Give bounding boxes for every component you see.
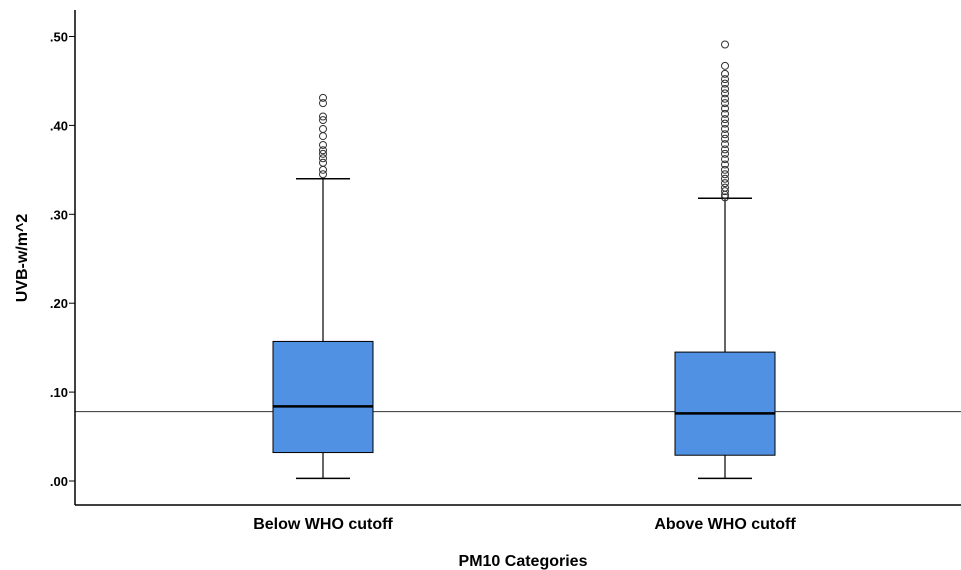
outlier-point (721, 99, 729, 108)
iqr-box (674, 351, 776, 456)
y-tick-label: .00 (50, 474, 68, 489)
outlier-point (319, 146, 327, 155)
y-tick-label: .20 (50, 296, 68, 311)
outlier-point (319, 140, 327, 149)
outlier-point (721, 183, 729, 192)
outlier-point (721, 179, 729, 188)
outlier-point (721, 140, 729, 149)
axes (74, 10, 961, 506)
outlier-point (319, 124, 327, 133)
outlier-point (319, 149, 327, 158)
outlier-point (721, 174, 729, 183)
outlier-point (721, 61, 729, 70)
outlier-point (721, 104, 729, 113)
y-tick-label: .30 (50, 207, 68, 222)
outlier-point (721, 170, 729, 179)
category-label: Below WHO cutoff (253, 516, 393, 533)
outlier-point (319, 165, 327, 174)
outlier-point (319, 93, 327, 102)
outlier-point (319, 116, 327, 125)
outlier-point (721, 160, 729, 169)
x-axis-title: PM10 Categories (459, 553, 588, 570)
outlier-point (721, 155, 729, 164)
y-tick-label: .50 (50, 30, 68, 45)
box-1 (272, 93, 374, 480)
outlier-point (721, 69, 729, 78)
outlier-point (319, 154, 327, 163)
outlier-point (721, 75, 729, 84)
outlier-point (319, 170, 327, 179)
outlier-point (721, 109, 729, 118)
y-axis-title: UVB-w/m^2 (14, 214, 31, 303)
iqr-box (272, 340, 374, 454)
outlier-point (721, 79, 729, 88)
outlier-point (721, 89, 729, 98)
outlier-point (319, 112, 327, 121)
outlier-point (721, 115, 729, 124)
outlier-point (721, 94, 729, 103)
outlier-point (721, 193, 729, 202)
box-2 (674, 40, 776, 480)
outlier-point (721, 165, 729, 174)
outlier-point (319, 132, 327, 141)
outlier-point (721, 145, 729, 154)
outlier-point (721, 84, 729, 93)
outlier-point (721, 119, 729, 128)
outlier-point (721, 187, 729, 196)
outlier-point (721, 134, 729, 143)
y-axis-ticks: .00 .10 .20 .30 .40 .50 (50, 30, 75, 489)
outlier-point (721, 149, 729, 158)
outlier-point (721, 40, 729, 49)
y-tick-label: .10 (50, 385, 68, 400)
y-tick-label: .40 (50, 118, 68, 133)
outlier-point (319, 158, 327, 167)
outlier-point (721, 130, 729, 139)
outlier-point (319, 99, 327, 108)
category-label: Above WHO cutoff (654, 516, 796, 533)
box-group (272, 40, 776, 480)
outlier-point (721, 124, 729, 133)
category-labels: Below WHO cutoff Above WHO cutoff (253, 516, 796, 533)
